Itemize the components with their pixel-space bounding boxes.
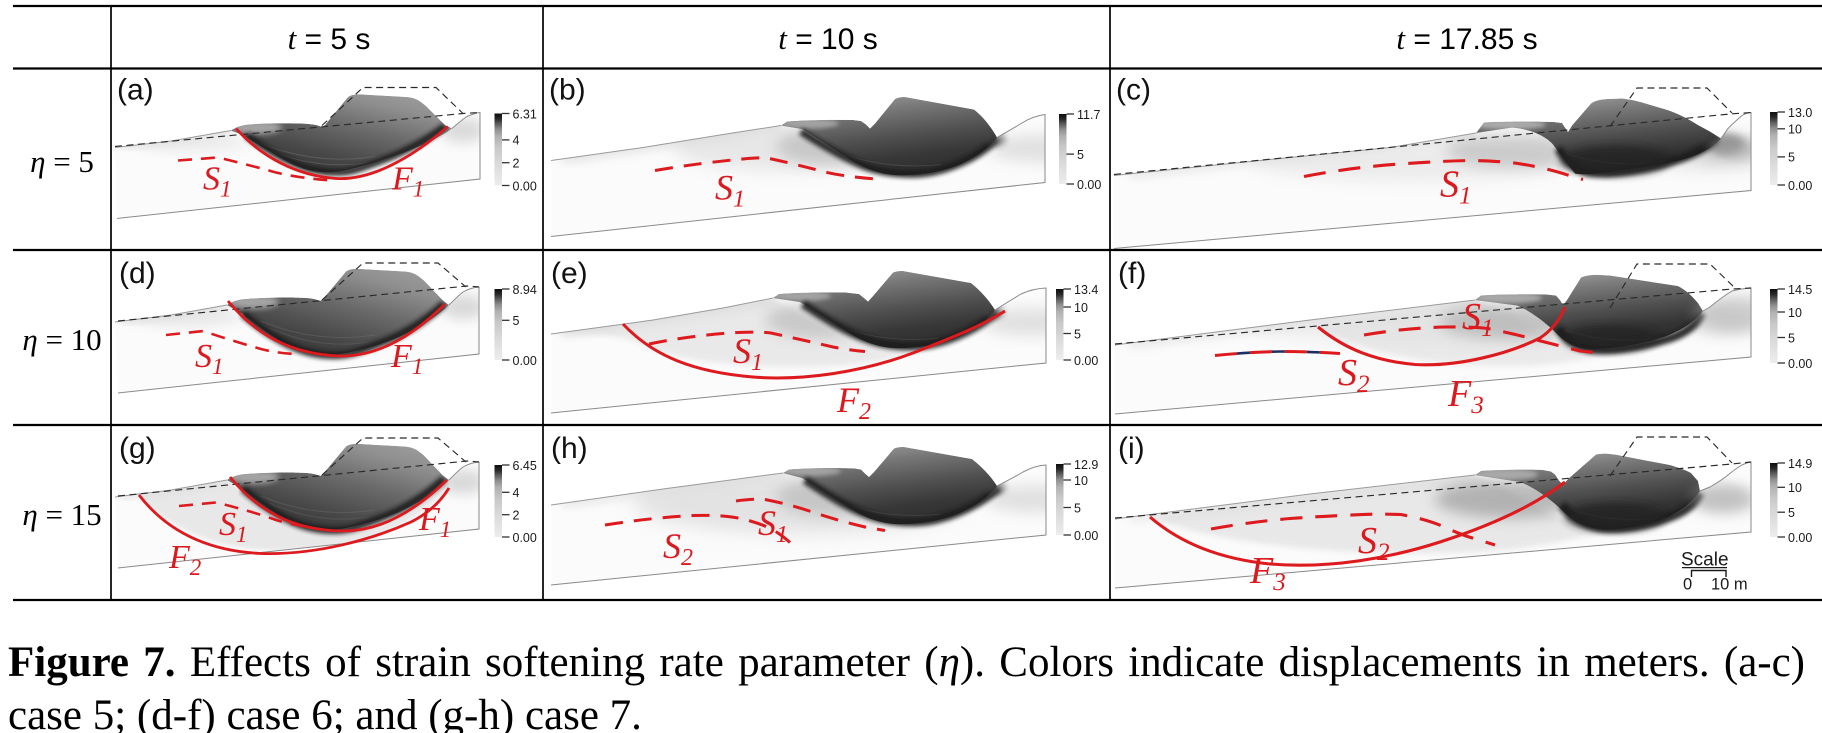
svg-text:0.00: 0.00 xyxy=(1074,529,1098,543)
svg-text:10: 10 xyxy=(1074,474,1088,488)
svg-text:(a): (a) xyxy=(117,74,154,107)
svg-text:0: 0 xyxy=(1683,576,1692,594)
svg-text:0.00: 0.00 xyxy=(513,354,537,368)
svg-text:t = 10 s: t = 10 s xyxy=(778,21,878,56)
svg-text:6.31: 6.31 xyxy=(513,107,537,121)
svg-text:14.9: 14.9 xyxy=(1788,457,1812,471)
svg-text:11.7: 11.7 xyxy=(1077,108,1100,122)
svg-text:t = 5 s: t = 5 s xyxy=(288,21,371,56)
svg-text:(b): (b) xyxy=(549,74,586,107)
svg-text:(c): (c) xyxy=(1116,74,1151,107)
svg-text:(f): (f) xyxy=(1118,257,1146,290)
svg-text:Scale: Scale xyxy=(1681,550,1729,571)
svg-text:η = 15: η = 15 xyxy=(22,497,101,532)
svg-text:0.00: 0.00 xyxy=(513,531,537,545)
svg-text:5: 5 xyxy=(1788,151,1795,165)
svg-text:5: 5 xyxy=(1788,331,1795,345)
svg-text:0.00: 0.00 xyxy=(1788,531,1812,545)
svg-text:(d): (d) xyxy=(119,257,156,290)
svg-text:F1: F1 xyxy=(418,501,451,542)
svg-text:4: 4 xyxy=(513,486,520,500)
svg-text:2: 2 xyxy=(513,509,520,523)
svg-text:5: 5 xyxy=(1074,327,1081,341)
svg-text:(g): (g) xyxy=(119,432,156,465)
svg-text:S1: S1 xyxy=(733,331,763,376)
svg-text:14.5: 14.5 xyxy=(1788,283,1812,297)
svg-text:5: 5 xyxy=(1074,501,1081,515)
svg-text:13.4: 13.4 xyxy=(1074,283,1098,297)
svg-text:10: 10 xyxy=(1074,301,1088,315)
svg-text:5: 5 xyxy=(513,314,520,328)
svg-text:0.00: 0.00 xyxy=(513,179,537,193)
svg-text:(e): (e) xyxy=(551,257,588,290)
svg-text:4: 4 xyxy=(513,134,520,148)
svg-text:5: 5 xyxy=(1077,148,1084,162)
svg-text:10: 10 xyxy=(1788,123,1802,137)
svg-text:0.00: 0.00 xyxy=(1788,179,1812,193)
svg-text:S1: S1 xyxy=(195,338,224,379)
svg-text:6.45: 6.45 xyxy=(513,459,537,473)
svg-text:12.9: 12.9 xyxy=(1074,458,1098,472)
svg-text:η = 10: η = 10 xyxy=(22,322,101,357)
svg-text:(i): (i) xyxy=(1118,432,1145,465)
svg-text:0.00: 0.00 xyxy=(1077,178,1101,192)
svg-text:t = 17.85 s: t = 17.85 s xyxy=(1396,21,1537,56)
svg-text:10: 10 xyxy=(1788,481,1802,495)
svg-text:10 m: 10 m xyxy=(1711,576,1748,594)
svg-text:η = 5: η = 5 xyxy=(30,144,94,179)
svg-text:10: 10 xyxy=(1788,306,1802,320)
svg-text:(h): (h) xyxy=(551,432,588,465)
svg-text:F2: F2 xyxy=(836,380,871,425)
svg-text:F1: F1 xyxy=(391,161,424,202)
svg-text:13.0: 13.0 xyxy=(1788,106,1812,120)
svg-text:0.00: 0.00 xyxy=(1788,357,1812,371)
svg-text:5: 5 xyxy=(1788,506,1795,520)
svg-text:8.94: 8.94 xyxy=(513,283,537,297)
svg-text:2: 2 xyxy=(513,157,520,171)
svg-text:0.00: 0.00 xyxy=(1074,354,1098,368)
